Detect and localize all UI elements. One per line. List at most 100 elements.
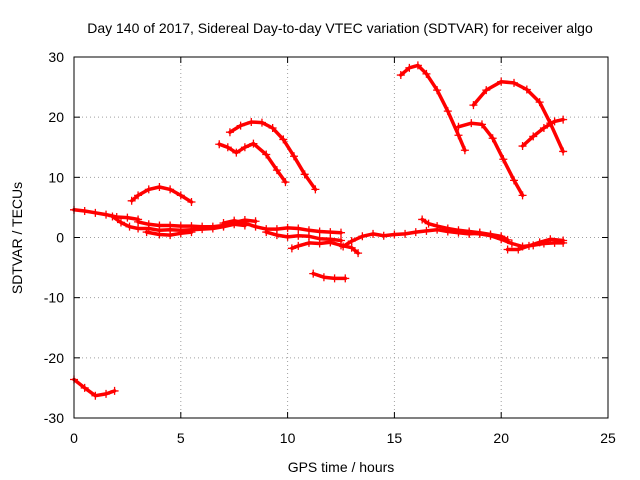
data-point xyxy=(339,242,348,251)
series-track-14 xyxy=(225,117,320,194)
axis-ticks: 0 5 10 15 20 25 -30 -20 -10 0 10 20 30 xyxy=(44,49,616,446)
data-point xyxy=(251,222,260,231)
series-track-04 xyxy=(219,216,345,237)
data-point xyxy=(257,118,266,127)
data-point xyxy=(155,230,164,239)
chart-title: Day 140 of 2017, Sidereal Day-to-day VTE… xyxy=(87,20,593,36)
series-line xyxy=(399,63,467,153)
y-tick-label: -10 xyxy=(44,290,64,306)
series-track-19 xyxy=(469,77,568,156)
y-tick-label: 0 xyxy=(56,230,64,246)
x-tick-label: 25 xyxy=(600,430,616,446)
series-track-15 xyxy=(309,269,350,283)
data-point xyxy=(283,232,292,241)
data-point xyxy=(433,222,442,231)
data-point xyxy=(422,69,431,78)
data-point xyxy=(176,191,185,200)
data-point xyxy=(279,135,288,144)
data-point xyxy=(262,150,271,159)
y-tick-label: -30 xyxy=(44,410,64,426)
data-point xyxy=(134,217,143,226)
data-point xyxy=(187,228,196,237)
data-point xyxy=(413,61,422,70)
data-point xyxy=(497,77,506,86)
data-point xyxy=(240,219,249,228)
data-point xyxy=(116,218,125,227)
x-tick-label: 20 xyxy=(493,430,509,446)
data-point xyxy=(488,134,497,143)
data-point xyxy=(262,228,271,237)
data-point xyxy=(198,222,207,231)
data-point xyxy=(433,86,442,95)
data-point xyxy=(546,235,555,244)
data-point xyxy=(507,239,516,248)
data-point xyxy=(443,107,452,116)
series-track-13 xyxy=(215,139,290,187)
data-point xyxy=(134,191,143,200)
data-point xyxy=(467,119,476,128)
data-point xyxy=(166,231,175,240)
data-point xyxy=(529,132,538,141)
x-tick-label: 5 xyxy=(177,430,185,446)
data-point xyxy=(219,219,228,228)
data-point xyxy=(208,222,217,231)
data-point xyxy=(268,123,277,132)
data-point xyxy=(514,245,523,254)
data-point xyxy=(142,228,151,237)
data-point xyxy=(80,383,89,392)
data-point xyxy=(477,120,486,129)
data-point xyxy=(240,143,249,152)
grid-lines xyxy=(74,57,608,418)
data-point xyxy=(539,123,548,132)
data-point xyxy=(503,245,512,254)
data-point xyxy=(524,241,533,250)
data-point xyxy=(176,222,185,231)
data-point xyxy=(127,196,136,205)
series-track-11 xyxy=(142,228,196,240)
data-point xyxy=(281,178,290,187)
series-track-12 xyxy=(127,182,196,207)
data-point xyxy=(518,142,527,151)
data-point xyxy=(454,122,463,131)
y-tick-label: -20 xyxy=(44,350,64,366)
data-point xyxy=(454,131,463,140)
series-line xyxy=(72,377,117,398)
data-point xyxy=(469,101,478,110)
data-point xyxy=(454,226,463,235)
data-point xyxy=(379,231,388,240)
y-axis-label: SDTVAR / TECUs xyxy=(9,182,25,294)
data-point xyxy=(319,273,328,282)
x-tick-label: 0 xyxy=(70,430,78,446)
data-point xyxy=(249,139,258,148)
series-track-17 xyxy=(396,61,469,155)
data-point xyxy=(559,236,568,245)
data-point xyxy=(236,121,245,130)
data-point xyxy=(510,176,519,185)
data-point xyxy=(522,85,531,94)
data-point xyxy=(315,227,324,236)
data-point xyxy=(326,228,335,237)
series-track-07 xyxy=(339,225,512,251)
data-point xyxy=(518,191,527,200)
data-point xyxy=(550,117,559,126)
data-point xyxy=(155,182,164,191)
data-point xyxy=(108,212,117,221)
y-tick-label: 20 xyxy=(48,109,64,125)
data-point xyxy=(247,117,256,126)
data-point xyxy=(330,274,339,283)
data-point xyxy=(358,232,367,241)
series-track-16 xyxy=(70,375,119,400)
data-point xyxy=(315,239,324,248)
series-track-09 xyxy=(465,229,568,251)
data-point xyxy=(486,231,495,240)
x-axis-label: GPS time / hours xyxy=(288,459,395,475)
series-track-18 xyxy=(454,119,527,200)
data-point xyxy=(102,210,111,219)
data-point xyxy=(294,231,303,240)
data-point xyxy=(290,152,299,161)
y-tick-label: 10 xyxy=(48,169,64,185)
data-point xyxy=(232,148,241,157)
data-point xyxy=(369,229,378,238)
series-track-06 xyxy=(287,238,363,258)
data-point xyxy=(422,226,431,235)
